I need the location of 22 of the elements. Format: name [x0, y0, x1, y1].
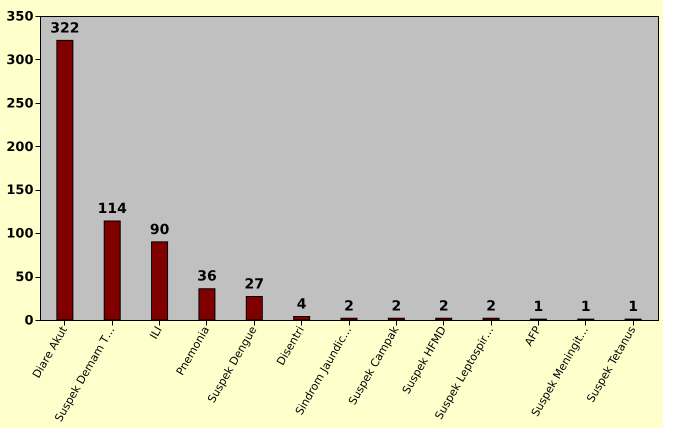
data-label: 36 — [197, 268, 217, 285]
y-tick-label: 150 — [6, 183, 34, 198]
y-tick-label: 250 — [6, 96, 34, 112]
data-label: 1 — [628, 299, 638, 316]
y-tick-label: 0 — [24, 314, 34, 328]
y-tick-label: 350 — [6, 10, 34, 24]
data-label: 114 — [98, 200, 128, 217]
data-label: 4 — [296, 296, 307, 313]
y-tick-label: 100 — [6, 226, 34, 242]
data-label: 2 — [438, 298, 449, 314]
data-label: 2 — [344, 298, 354, 314]
data-label: 2 — [391, 298, 402, 314]
data-label: 322 — [50, 20, 80, 36]
x-tick-label: ILI — [147, 324, 165, 342]
y-tick-label: 300 — [6, 52, 34, 68]
data-label: 90 — [150, 222, 170, 238]
y-tick-label: 50 — [15, 270, 34, 286]
data-label: 27 — [244, 276, 264, 293]
data-label: 1 — [580, 299, 591, 316]
data-label: 2 — [486, 298, 496, 314]
y-tick-label: 200 — [6, 140, 34, 155]
data-label: 1 — [534, 299, 544, 316]
